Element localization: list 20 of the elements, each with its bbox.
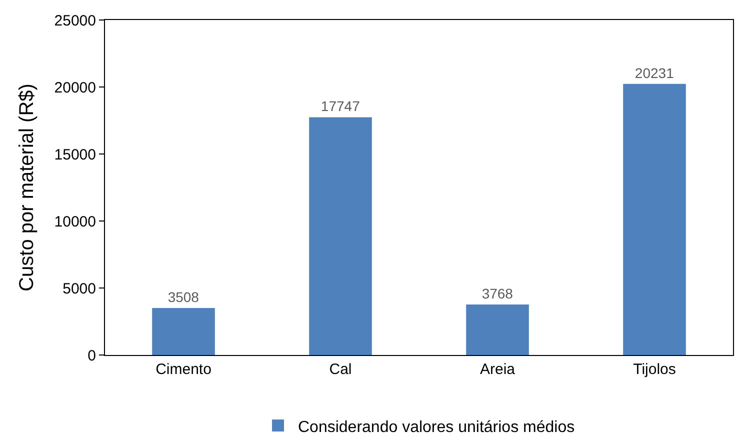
legend-label: Considerando valores unitários médios (298, 418, 575, 436)
x-tick-label: Cal (329, 361, 352, 378)
y-tick-label: 0 (88, 347, 96, 364)
data-label: 3508 (168, 288, 200, 305)
y-tick-label: 10000 (54, 213, 96, 230)
y-tick-label: 25000 (54, 12, 96, 30)
x-tick-label: Cimento (156, 361, 212, 378)
bar (466, 304, 529, 355)
x-tick-label: Areia (480, 361, 516, 378)
y-tick-label: 20000 (54, 79, 96, 96)
bar (309, 117, 372, 355)
y-axis-title: Custo por material (R$) (16, 84, 38, 292)
data-label: 17747 (320, 98, 360, 114)
bar (623, 84, 686, 355)
data-label: 3768 (482, 286, 514, 302)
bar (152, 308, 215, 355)
y-tick-label: 5000 (62, 280, 96, 298)
data-label: 20231 (634, 64, 674, 81)
x-tick-label: Tijolos (633, 361, 676, 378)
y-tick-label: 15000 (54, 146, 96, 164)
